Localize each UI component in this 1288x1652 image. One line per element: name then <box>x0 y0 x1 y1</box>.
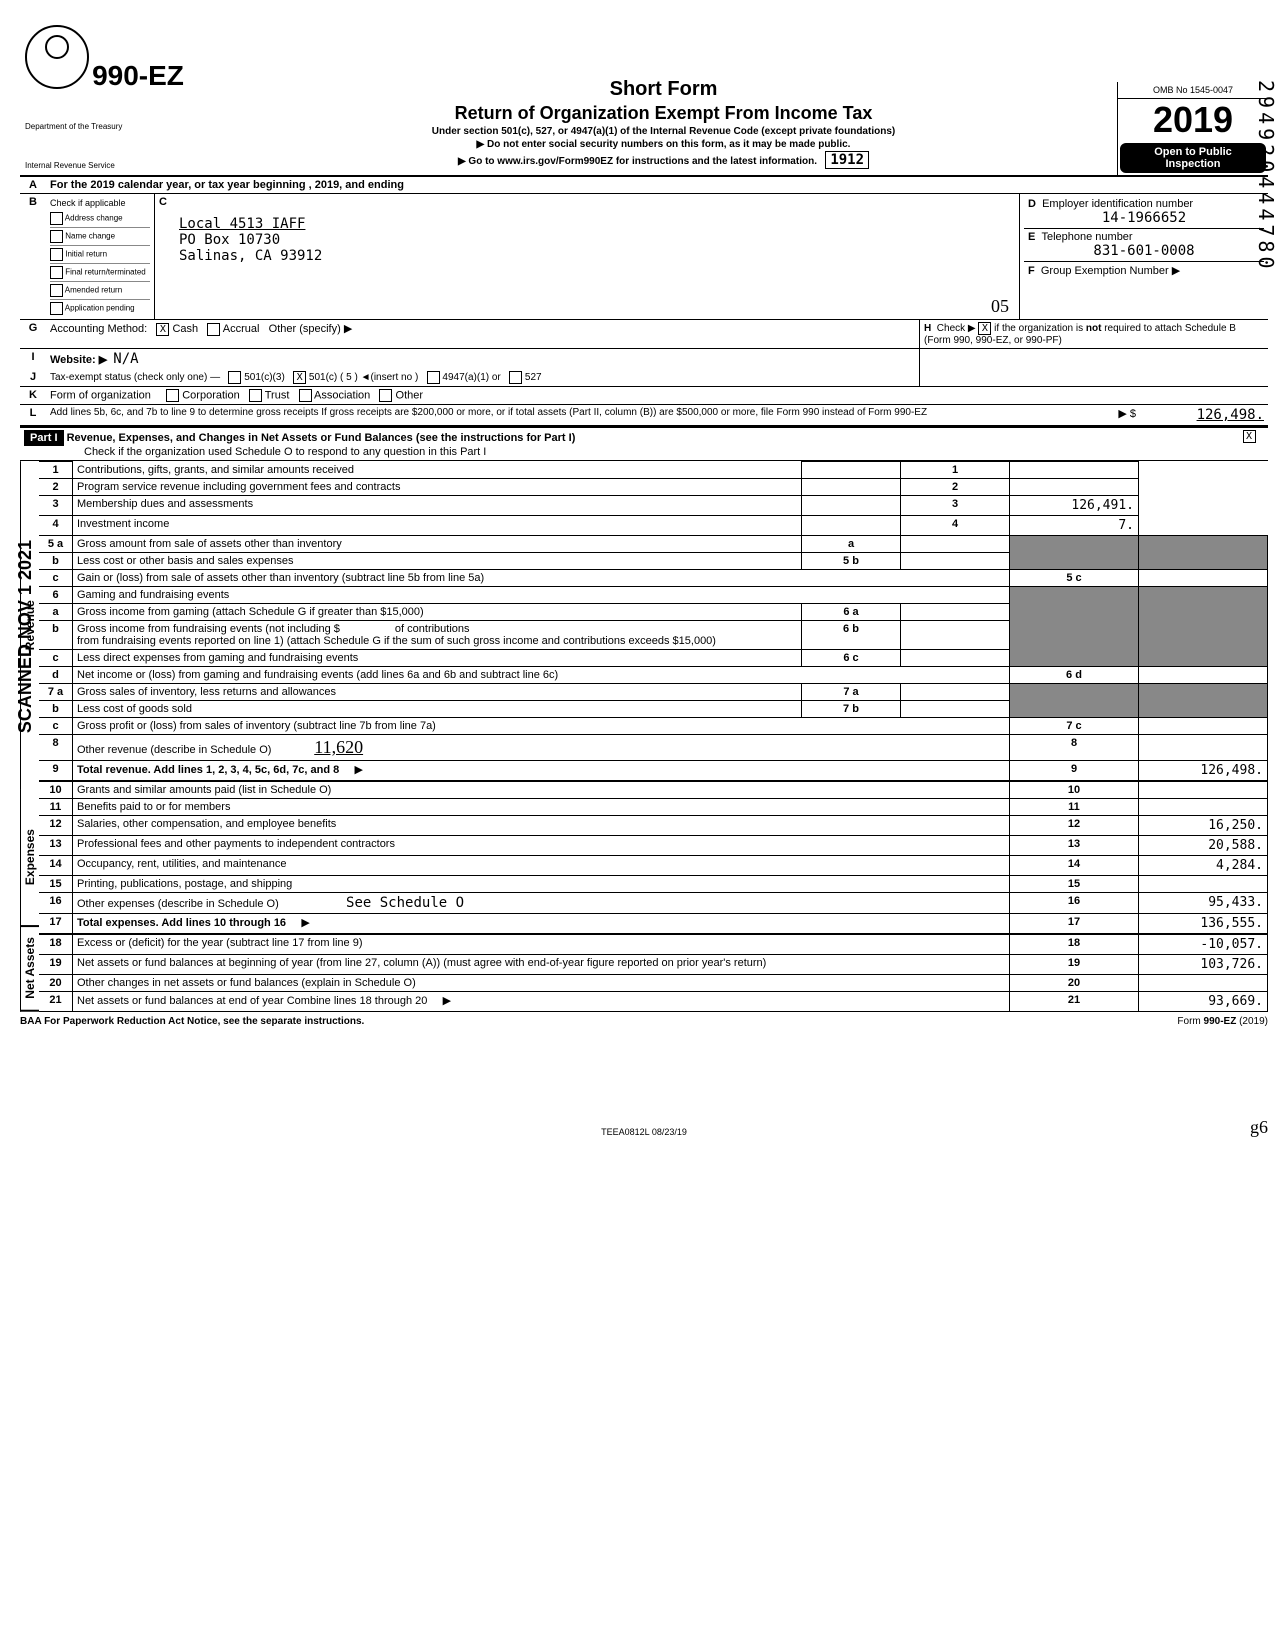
line-l-text: Add lines 5b, 6c, and 7b to line 9 to de… <box>46 405 1072 425</box>
label-g: G <box>20 320 46 348</box>
label-b: B <box>20 194 46 319</box>
ein-label: Employer identification number <box>1042 198 1193 210</box>
year-box: OMB No 1545-0047 2019 Open to Public Ins… <box>1117 82 1268 175</box>
part1-header-row: Part I Revenue, Expenses, and Changes in… <box>20 426 1268 461</box>
line17-amount: 136,555. <box>1139 914 1268 935</box>
label-l: L <box>20 405 46 425</box>
line-a-text: For the 2019 calendar year, or tax year … <box>46 177 1268 193</box>
label-i: I <box>20 349 46 369</box>
phone-label: Telephone number <box>1041 231 1132 243</box>
chk-schedule-o-part1[interactable]: X <box>1243 430 1256 443</box>
see-schedule-o: See Schedule O <box>346 895 464 911</box>
line13-amount: 20,588. <box>1139 836 1268 856</box>
line3-amount: 126,491. <box>1010 496 1139 516</box>
line8-handwritten: 11,620 <box>314 737 363 757</box>
group-exemption-label: Group Exemption Number ▶ <box>1041 265 1180 277</box>
label-k: K <box>20 387 46 404</box>
line-j: J Tax-exempt status (check only one) — 5… <box>20 369 1268 387</box>
open-to-public: Open to Public Inspection <box>1120 143 1266 173</box>
subtitle-section: Under section 501(c), 527, or 4947(a)(1)… <box>220 126 1107 137</box>
line-g-h: G Accounting Method: X Cash Accrual Othe… <box>20 320 1268 349</box>
chk-other-org[interactable] <box>379 389 392 402</box>
chk-final-return[interactable]: Final return/terminated <box>50 264 150 282</box>
org-addr1: PO Box 10730 <box>179 232 1015 248</box>
label-a: A <box>20 177 46 193</box>
footer: BAA For Paperwork Reduction Act Notice, … <box>20 1012 1268 1027</box>
chk-corporation[interactable] <box>166 389 179 402</box>
chk-cash[interactable]: X <box>156 323 169 336</box>
line-l: L Add lines 5b, 6c, and 7b to line 9 to … <box>20 405 1268 426</box>
chk-501c3[interactable] <box>228 371 241 384</box>
ein-value: 14-1966652 <box>1028 210 1260 226</box>
line16-amount: 95,433. <box>1139 893 1268 914</box>
logo-box: 990-EZ Department of the Treasury Intern… <box>20 20 210 175</box>
form-number: 990-EZ <box>92 60 184 92</box>
subtitle-ssn: ▶ Do not enter social security numbers o… <box>220 139 1107 150</box>
check-if-applicable: Check if applicable Address change Name … <box>46 194 155 319</box>
website-value: N/A <box>113 351 138 367</box>
chk-501c[interactable]: X <box>293 371 306 384</box>
part1-check-text: Check if the organization used Schedule … <box>24 446 486 458</box>
org-name: Local 4513 IAFF <box>179 216 1015 232</box>
lines-table: 1Contributions, gifts, grants, and simil… <box>39 461 1268 1012</box>
chk-accrual[interactable] <box>207 323 220 336</box>
chk-amended-return[interactable]: Amended return <box>50 282 150 300</box>
chk-name-change[interactable]: Name change <box>50 228 150 246</box>
line18-amount: -10,057. <box>1139 934 1268 955</box>
tax-exempt-status: Tax-exempt status (check only one) — 501… <box>46 369 919 386</box>
line21-amount: 93,669. <box>1139 992 1268 1012</box>
accounting-method: Accounting Method: X Cash Accrual Other … <box>46 320 919 348</box>
doc-id-vertical: 294920444780 <box>1254 80 1278 273</box>
line-i: I Website: ▶ N/A <box>20 349 1268 369</box>
section-expenses: Expenses <box>20 789 39 927</box>
form-of-organization: Form of organization Corporation Trust A… <box>46 387 1268 404</box>
subtitle-url: ▶ Go to www.irs.gov/Form990EZ for instru… <box>220 152 1107 168</box>
section-netassets: Net Assets <box>20 927 39 1012</box>
dept-treasury: Department of the Treasury <box>25 122 205 131</box>
chk-schedule-b[interactable]: X <box>978 322 991 335</box>
line-a: A For the 2019 calendar year, or tax yea… <box>20 177 1268 194</box>
title-short-form: Short Form <box>220 78 1107 101</box>
footer-form: Form 990-EZ (2019) <box>1177 1016 1268 1027</box>
form-header: 990-EZ Department of the Treasury Intern… <box>20 20 1268 177</box>
dept-irs: Internal Revenue Service <box>25 161 205 170</box>
line14-amount: 4,284. <box>1139 856 1268 876</box>
line12-amount: 16,250. <box>1139 816 1268 836</box>
org-addr2: Salinas, CA 93912 <box>179 248 1015 264</box>
line-h: H Check ▶ X if the organization is not r… <box>919 320 1268 348</box>
title-return: Return of Organization Exempt From Incom… <box>220 103 1107 124</box>
entity-block: B Check if applicable Address change Nam… <box>20 194 1268 320</box>
chk-4947[interactable] <box>427 371 440 384</box>
gross-receipts: 126,498. <box>1140 405 1268 425</box>
form-page: 294920444780 SCANNED NOV 1 2021 990-EZ D… <box>20 20 1268 1138</box>
phone-value: 831-601-0008 <box>1028 243 1260 259</box>
part1-title: Revenue, Expenses, and Changes in Net As… <box>67 432 576 444</box>
stamp-05: 05 <box>991 296 1009 317</box>
part1-label: Part I <box>24 430 64 446</box>
chk-address-change[interactable]: Address change <box>50 210 150 228</box>
footer-baa: BAA For Paperwork Reduction Act Notice, … <box>20 1016 364 1027</box>
label-j: J <box>20 369 46 386</box>
line-k: K Form of organization Corporation Trust… <box>20 387 1268 405</box>
chk-association[interactable] <box>299 389 312 402</box>
irs-eagle-logo <box>25 25 89 89</box>
chk-527[interactable] <box>509 371 522 384</box>
right-info-box: D Employer identification number 14-1966… <box>1019 194 1268 319</box>
line-l-arrow: ▶ $ <box>1072 405 1140 425</box>
stamp-1912: 1912 <box>825 151 869 169</box>
tax-year: 2019 <box>1118 99 1268 141</box>
name-address-box: C Local 4513 IAFF PO Box 10730 Salinas, … <box>155 194 1019 319</box>
chk-trust[interactable] <box>249 389 262 402</box>
line4-amount: 7. <box>1010 516 1139 536</box>
chk-initial-return[interactable]: Initial return <box>50 246 150 264</box>
omb-number: OMB No 1545-0047 <box>1118 82 1268 99</box>
chk-application-pending[interactable]: Application pending <box>50 300 150 317</box>
section-revenue: Revenue <box>20 461 39 789</box>
line19-amount: 103,726. <box>1139 955 1268 975</box>
line9-amount: 126,498. <box>1139 761 1268 782</box>
title-box: Short Form Return of Organization Exempt… <box>210 71 1117 175</box>
